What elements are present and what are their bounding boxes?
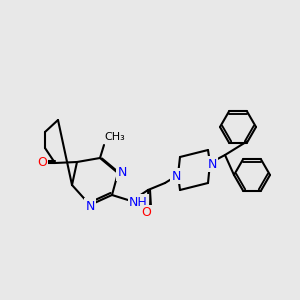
Text: N: N [117,167,127,179]
Text: N: N [85,200,95,212]
Text: CH₃: CH₃ [104,132,125,142]
Text: O: O [141,206,151,220]
Text: NH: NH [129,196,148,208]
Text: N: N [207,158,217,170]
Text: N: N [171,169,181,182]
Text: O: O [37,157,47,169]
